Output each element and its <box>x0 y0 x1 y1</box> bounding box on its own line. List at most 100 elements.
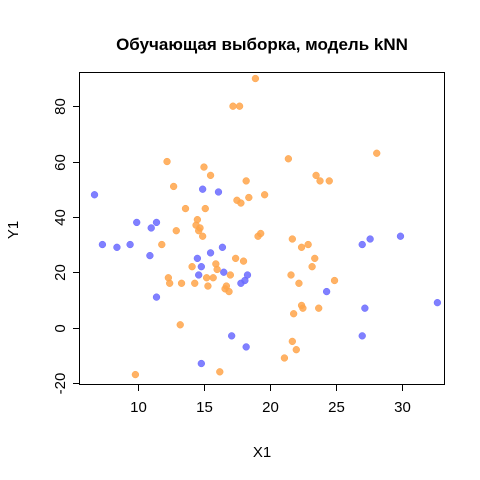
y-tick-label: 20 <box>52 264 69 281</box>
data-point-orange <box>260 191 269 199</box>
x-tick-label: 25 <box>328 399 345 416</box>
y-tick-label: 60 <box>52 154 69 171</box>
y-axis-label: Y1 <box>5 221 22 239</box>
data-point-orange <box>295 279 303 287</box>
data-point-blue <box>322 287 331 296</box>
data-point-orange <box>202 274 211 282</box>
data-point-blue <box>146 251 154 260</box>
y-tick-label: 80 <box>52 98 69 115</box>
data-point-orange <box>201 204 209 213</box>
x-axis: 10 15 20 25 30 <box>130 384 411 416</box>
data-point-orange <box>251 74 260 83</box>
data-point-orange <box>312 171 320 180</box>
data-point-orange <box>290 310 298 318</box>
data-point-blue <box>218 243 227 251</box>
data-point-orange <box>311 254 319 263</box>
data-point-orange <box>209 274 217 282</box>
y-axis: -20 0 20 40 60 80 <box>52 98 80 394</box>
data-point-orange <box>204 282 212 290</box>
data-point-orange <box>304 240 312 249</box>
data-point-blue <box>242 343 250 351</box>
data-point-blue <box>228 332 236 340</box>
data-point-orange <box>280 354 289 362</box>
chart-title: Обучающая выборка, модель kNN <box>116 35 408 54</box>
data-point-orange <box>199 232 207 240</box>
data-point-blue <box>433 299 442 307</box>
data-point-orange <box>292 346 300 354</box>
x-tick-label: 20 <box>262 399 279 416</box>
data-point-orange <box>200 163 208 171</box>
data-point-blue <box>147 224 155 232</box>
data-point-blue <box>220 268 228 276</box>
data-point-orange <box>287 271 295 279</box>
x-tick-label: 30 <box>394 399 411 416</box>
data-point-blue <box>396 232 405 240</box>
data-point-orange <box>225 287 233 296</box>
x-tick-label: 10 <box>130 399 147 416</box>
data-point-orange <box>239 257 248 265</box>
data-point-orange <box>163 157 171 166</box>
data-point-blue <box>214 188 223 196</box>
data-point-orange <box>308 263 316 271</box>
data-point-blue <box>152 293 161 301</box>
data-point-orange <box>177 279 186 287</box>
data-point-orange <box>169 182 178 191</box>
data-point-orange <box>181 204 190 213</box>
data-point-orange <box>172 227 180 235</box>
data-point-orange <box>373 149 381 157</box>
y-tick-label: 40 <box>52 209 69 226</box>
data-point-orange <box>193 215 202 224</box>
data-point-orange <box>284 155 293 163</box>
data-point-blue <box>358 240 366 249</box>
data-point-orange <box>229 102 237 110</box>
data-point-blue <box>126 240 134 249</box>
data-point-orange <box>237 199 245 207</box>
data-points <box>90 74 442 379</box>
data-point-orange <box>325 177 333 185</box>
data-point-orange <box>288 235 296 243</box>
data-point-blue <box>113 243 121 251</box>
data-point-orange <box>166 279 174 287</box>
data-point-orange <box>226 271 234 279</box>
data-point-orange <box>213 265 221 274</box>
data-point-blue <box>206 249 215 257</box>
y-tick-label: -20 <box>52 373 69 395</box>
data-point-orange <box>188 263 196 271</box>
data-point-orange <box>158 240 166 249</box>
data-point-orange <box>231 254 240 263</box>
data-point-blue <box>98 240 107 249</box>
data-point-blue <box>361 304 369 312</box>
data-point-orange <box>242 177 250 185</box>
data-point-orange <box>176 321 184 329</box>
data-point-orange <box>216 368 224 376</box>
data-point-orange <box>297 243 306 251</box>
data-point-orange <box>299 304 307 312</box>
data-point-orange <box>206 171 215 180</box>
y-tick-label: 0 <box>52 324 69 332</box>
data-point-orange <box>316 177 324 185</box>
data-point-orange <box>330 276 339 285</box>
data-point-orange <box>257 229 265 238</box>
data-point-blue <box>152 218 161 227</box>
data-point-blue <box>358 332 366 340</box>
data-point-orange <box>191 279 199 287</box>
data-point-orange <box>288 337 296 346</box>
data-point-orange <box>245 193 253 202</box>
x-axis-label: X1 <box>253 444 271 461</box>
data-point-blue <box>133 218 141 227</box>
x-tick-label: 15 <box>196 399 213 416</box>
data-point-blue <box>199 185 207 193</box>
data-point-orange <box>131 370 140 379</box>
data-point-orange <box>235 102 244 110</box>
plot-area-frame <box>79 72 445 385</box>
data-point-orange <box>315 304 323 312</box>
data-point-blue <box>197 263 205 271</box>
data-point-blue <box>243 271 252 279</box>
data-point-blue <box>90 191 99 199</box>
data-point-blue <box>197 359 205 368</box>
data-point-blue <box>193 254 202 263</box>
data-point-orange <box>196 224 204 232</box>
data-point-blue <box>195 271 203 279</box>
data-point-blue <box>366 235 374 243</box>
